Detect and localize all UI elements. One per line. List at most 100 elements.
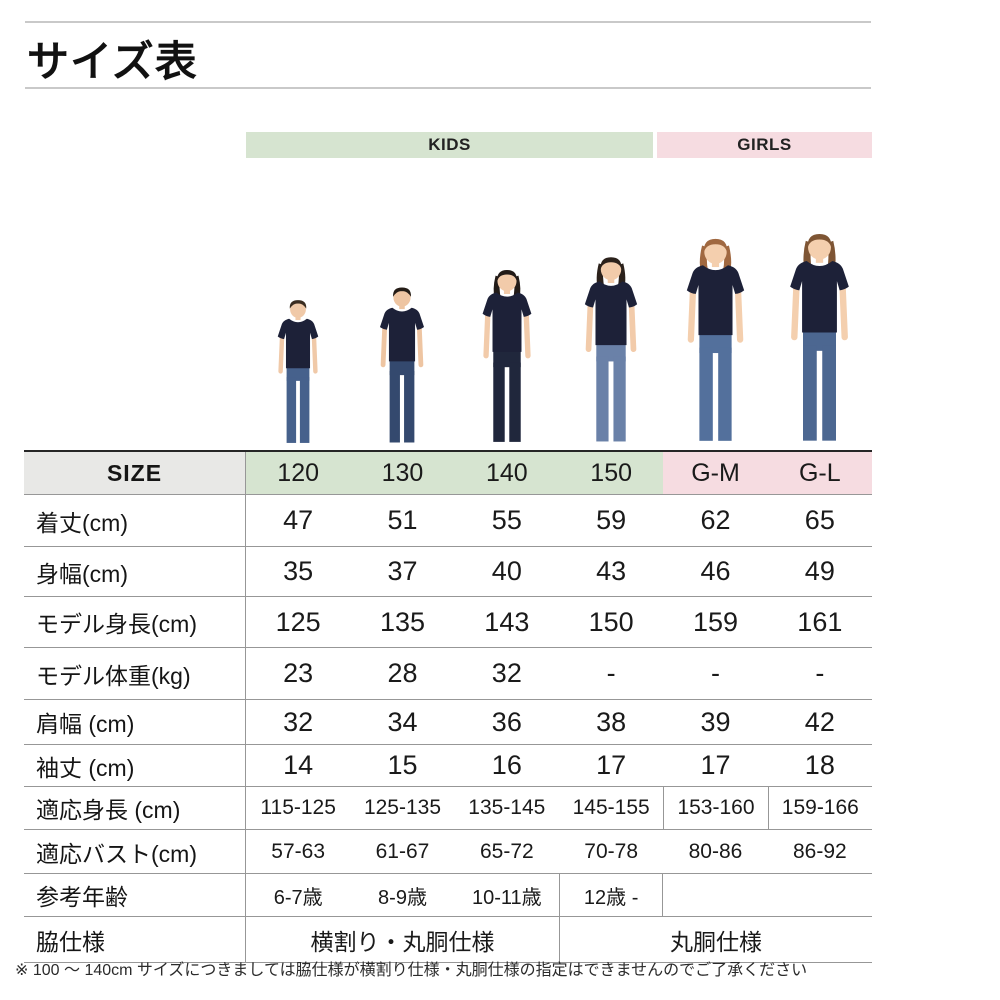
column-header-g-l: G-L [767,452,872,494]
column-header-g-m: G-M [663,452,768,494]
table-row-body-width: 身幅(cm) 35 37 40 43 46 49 [24,546,872,596]
value-cell: 38 [596,706,627,737]
table-row-body-length: 着丈(cm) 47 51 55 59 62 65 [24,494,872,546]
table-row-model-weight: モデル体重(kg) 23 28 32 - - - [24,647,872,699]
value-cell: 43 [596,556,627,586]
value-cell: 28 [387,658,418,688]
value-cell: 15 [387,750,418,780]
value-cell: 23 [283,658,314,688]
table-row-shoulder-width: 肩幅 (cm) 32 34 36 38 39 42 [24,699,872,744]
top-divider [25,21,871,23]
footnote: ※ 100 ～ 140cm サイズにつきましては脇仕様が横割り仕様・丸胴仕様の指… [15,962,808,979]
value-cell: 36 [491,706,522,737]
value-cell: 34 [387,706,418,737]
column-header-150: 150 [559,452,664,494]
row-label: モデル体重(kg) [24,648,246,699]
girls-group-header: GIRLS [657,132,872,158]
kids-group-label: KIDS [428,135,471,154]
row-label: 身幅(cm) [24,547,246,596]
row-label: 適応身長 (cm) [24,787,246,829]
value-cell: 61-67 [375,839,430,863]
value-cell: 65-72 [479,839,534,863]
model-figure-130 [350,168,454,448]
value-cell: 51 [387,505,418,535]
value-cell: 86-92 [792,839,847,863]
row-label: 袖丈 (cm) [24,745,246,786]
value-cell: 14 [283,750,314,780]
value-cell: 47 [283,505,314,535]
table-row-fit-bust: 適応バスト(cm) 57-63 61-67 65-72 70-78 80-86 … [24,829,872,873]
value-cell: 62 [700,505,731,535]
column-header-130: 130 [350,452,455,494]
size-table: SIZE 120 130 140 150 G-M G-L 着丈(cm) 47 5… [24,450,872,963]
value-cell: 150 [588,606,634,637]
value-cell-girls-seam: 丸胴仕様 [559,917,872,962]
value-cell: 145-155 [572,796,650,819]
value-cell: 12歳 - [559,874,664,916]
value-cell: 39 [700,706,731,737]
value-cell: 40 [491,556,522,586]
table-row-fit-height: 適応身長 (cm) 115-125 125-135 135-145 145-15… [24,786,872,829]
value-cell: 125-135 [363,796,442,819]
value-cell: 70-78 [584,839,639,863]
value-cell: 10-11歳 [471,886,542,909]
value-cell: 6-7歳 [273,886,323,909]
girls-group-label: GIRLS [737,135,792,154]
value-cell: 135 [379,606,426,637]
row-label: モデル身長(cm) [24,597,246,647]
row-label: 着丈(cm) [24,495,246,546]
value-cell: 115-125 [260,796,336,819]
value-cell: 32 [283,706,314,737]
value-cell: 32 [491,658,522,688]
value-cell: 153-160 [663,787,767,829]
model-figure-G-M [663,168,767,448]
table-header-row: SIZE 120 130 140 150 G-M G-L [24,450,872,494]
value-cell: - [606,658,616,688]
row-label: 肩幅 (cm) [24,700,246,744]
value-cell: 135-145 [468,796,546,819]
table-row-sleeve-length: 袖丈 (cm) 14 15 16 17 17 18 [24,744,872,786]
value-cell: 159-166 [767,787,872,829]
row-label: 参考年齢 [24,874,246,916]
value-cell: 8-9歳 [378,886,427,909]
model-figure-G-L [768,168,872,448]
value-cell: 161 [797,606,843,637]
value-cell: 17 [700,750,731,780]
value-cell: 159 [692,606,739,637]
value-cell: 17 [596,750,627,780]
model-figure-140 [455,168,559,448]
model-photo-strip [246,168,872,448]
column-header-120: 120 [246,452,351,494]
value-cell: 57-63 [271,839,326,863]
value-cell: 42 [804,706,835,737]
table-row-side-seam-spec: 脇仕様 横割り・丸胴仕様 丸胴仕様 [24,916,872,962]
value-cell: 59 [596,505,627,535]
value-cell: - [815,658,825,688]
model-figure-150 [559,168,663,448]
value-cell: 46 [700,556,731,586]
value-cell: 18 [804,750,835,780]
row-label: 適応バスト(cm) [24,830,246,873]
kids-group-header: KIDS [246,132,653,158]
value-cell: 35 [283,556,314,586]
value-cell [768,874,872,916]
value-cell: 55 [491,505,522,535]
column-header-140: 140 [454,452,559,494]
size-header-cell: SIZE [24,452,246,494]
table-row-reference-age: 参考年齢 6-7歳 8-9歳 10-11歳 12歳 - [24,873,872,916]
value-cell: 16 [491,750,522,780]
value-cell-kids-seam: 横割り・丸胴仕様 [310,928,495,955]
table-row-model-height: モデル身長(cm) 125 135 143 150 159 161 [24,596,872,647]
value-cell: 65 [804,505,835,535]
title-divider [25,87,871,89]
value-cell: 143 [484,606,530,637]
value-cell: 125 [275,606,321,637]
value-cell [663,874,767,916]
value-cell: 80-86 [688,839,743,863]
value-cell: 49 [804,556,835,586]
value-cell: - [710,658,720,688]
row-label: 脇仕様 [24,917,246,962]
page-title: サイズ表 [27,38,198,85]
value-cell: 37 [387,556,418,586]
model-figure-120 [246,168,350,448]
